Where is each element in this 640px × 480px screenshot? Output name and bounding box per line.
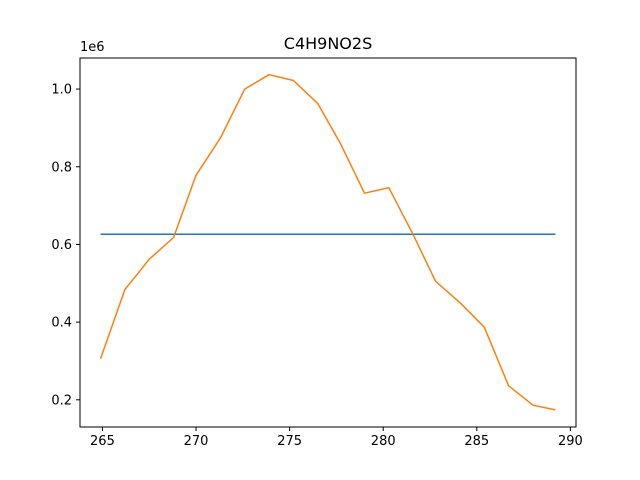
series-layer (99, 73, 556, 411)
x-tick-label: 290 (558, 434, 583, 449)
x-axis: 265 270 275 280 285 290 (90, 427, 583, 449)
y-tick-label: 0.8 (51, 160, 72, 175)
y-tick-label: 1.0 (51, 83, 72, 98)
x-tick-label: 275 (277, 434, 302, 449)
series-line-2 (99, 73, 556, 411)
x-tick-label: 280 (371, 434, 396, 449)
y-axis-scale-label: 1e6 (80, 40, 105, 55)
x-tick-label: 270 (184, 434, 209, 449)
y-tick-label: 0.4 (51, 316, 72, 331)
x-tick-label: 265 (90, 434, 115, 449)
chart-title: C4H9NO2S (284, 34, 372, 53)
y-tick-label: 0.2 (51, 393, 72, 408)
plot-frame (79, 57, 577, 428)
y-tick-label: 0.6 (51, 238, 72, 253)
x-tick-label: 285 (464, 434, 489, 449)
y-axis: 0.2 0.4 0.6 0.8 1.0 (51, 83, 80, 408)
